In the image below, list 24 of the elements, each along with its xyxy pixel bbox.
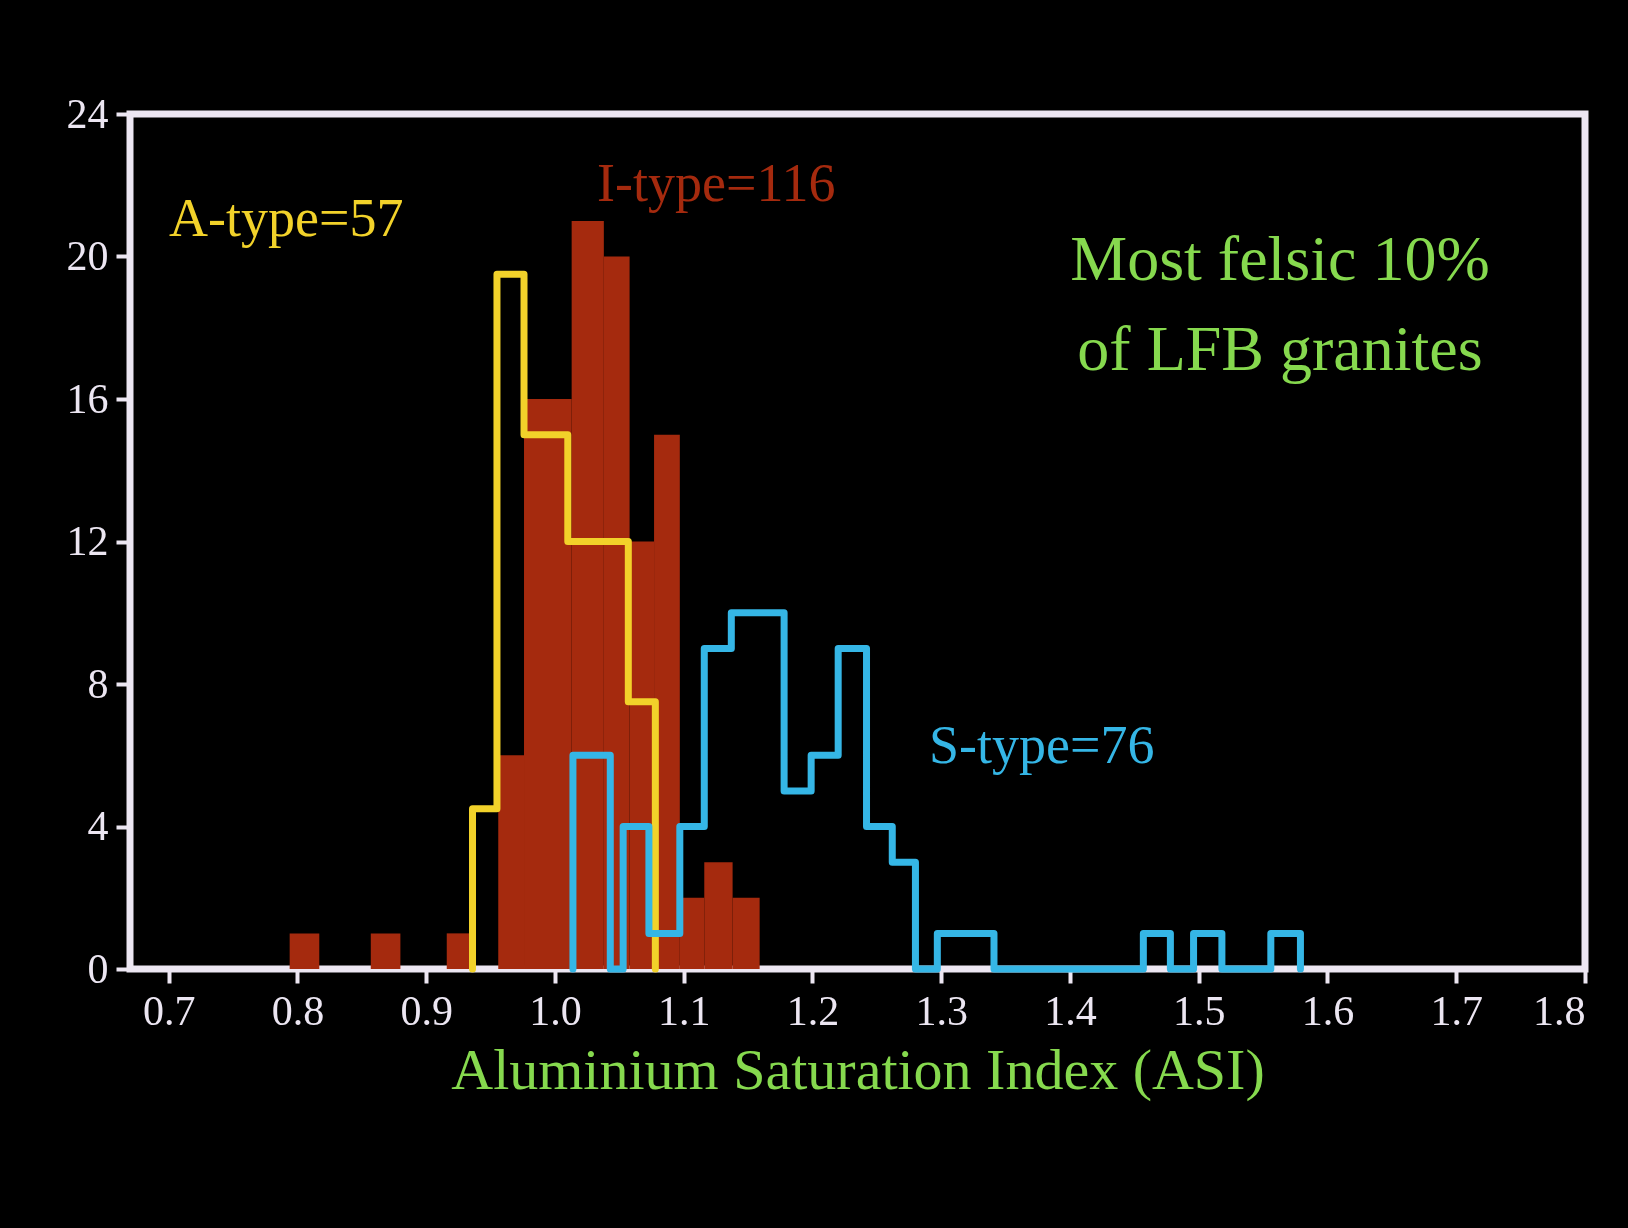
x-tick-label: 1.6 xyxy=(1301,987,1355,1034)
x-axis-title: Aluminium Saturation Index (ASI) xyxy=(451,1036,1265,1102)
y-tick-label: 8 xyxy=(87,660,109,707)
y-tick-label: 24 xyxy=(66,90,109,137)
x-tick-label: 1.4 xyxy=(1044,987,1097,1034)
x-tick-label: 0.7 xyxy=(142,987,196,1034)
y-tick-label: 12 xyxy=(66,518,109,564)
series-label: A-type=57 xyxy=(169,188,404,248)
annotation: Most felsic 10% of LFB granites xyxy=(1070,223,1490,384)
x-tick-label: 1.0 xyxy=(529,987,582,1034)
series-label: I-type=116 xyxy=(597,153,836,213)
x-tick-label: 1.8 xyxy=(1533,987,1586,1034)
y-tick-label: 4 xyxy=(87,803,109,849)
y-tick-label: 16 xyxy=(66,375,109,422)
x-tick-label: 0.8 xyxy=(271,987,325,1034)
x-tick-label: 1.7 xyxy=(1430,987,1483,1034)
x-tick-label: 1.5 xyxy=(1172,987,1226,1034)
x-tick-label: 0.9 xyxy=(400,987,453,1034)
y-tick-label: 0 xyxy=(87,945,109,992)
x-tick-label: 1.2 xyxy=(786,987,840,1034)
x-tick-label: 1.3 xyxy=(915,987,968,1034)
x-tick-label: 1.1 xyxy=(657,987,711,1034)
y-tick-label: 20 xyxy=(66,233,109,279)
series-label: S-type=76 xyxy=(929,715,1155,775)
